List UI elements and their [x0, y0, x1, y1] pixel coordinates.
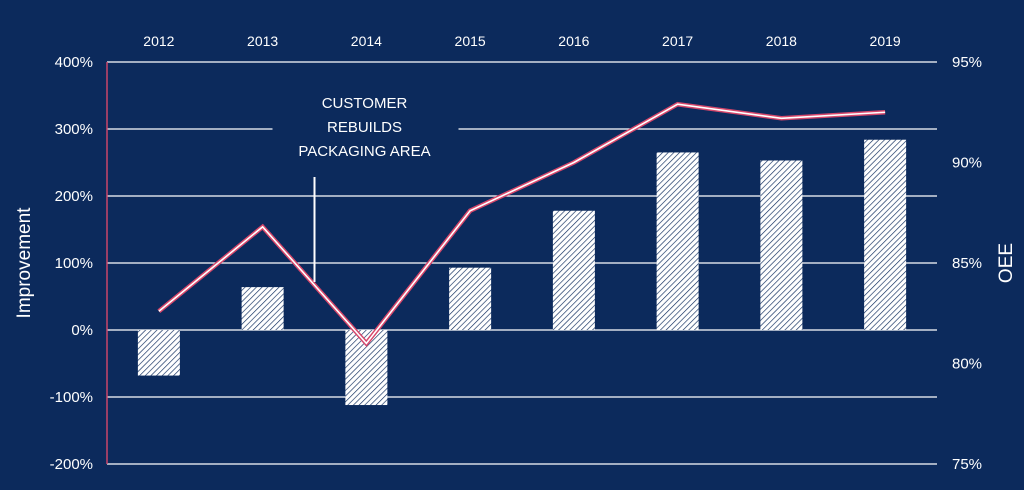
category-label-2017: 2017 [662, 33, 693, 49]
category-label-2018: 2018 [766, 33, 797, 49]
left-tick-label: -200% [50, 456, 93, 473]
annotation-text: PACKAGING AREA [298, 143, 430, 160]
category-label-2019: 2019 [870, 33, 901, 49]
category-label-2016: 2016 [558, 33, 589, 49]
category-label-2012: 2012 [143, 33, 174, 49]
left-tick-label: -100% [50, 389, 93, 406]
category-label-2014: 2014 [351, 33, 382, 49]
bar-2015 [449, 267, 492, 330]
right-tick-label: 90% [952, 155, 982, 172]
left-tick-label: 100% [55, 255, 93, 272]
category-label-2013: 2013 [247, 33, 278, 49]
y-axis-title: Improvement [14, 207, 35, 319]
left-tick-label: 300% [55, 121, 93, 138]
bar-2016 [552, 210, 595, 330]
left-tick-label: 200% [55, 188, 93, 205]
bar-2013 [241, 287, 284, 330]
right-tick-label: 85% [952, 255, 982, 272]
right-tick-label: 80% [952, 356, 982, 373]
bar-2017 [656, 152, 699, 330]
right-tick-label: 95% [952, 54, 982, 71]
left-tick-label: 0% [71, 322, 93, 339]
category-label-2015: 2015 [455, 33, 486, 49]
oee-line [158, 103, 886, 345]
left-tick-label: 400% [55, 54, 93, 71]
annotation-text: CUSTOMER [322, 95, 408, 112]
bar-2012 [137, 330, 180, 376]
y-axis-right-title: OEE [996, 243, 1017, 283]
annotation-text: REBUILDS [327, 119, 402, 136]
right-tick-label: 75% [952, 456, 982, 473]
bar-2019 [864, 139, 907, 330]
bar-2018 [760, 160, 803, 330]
